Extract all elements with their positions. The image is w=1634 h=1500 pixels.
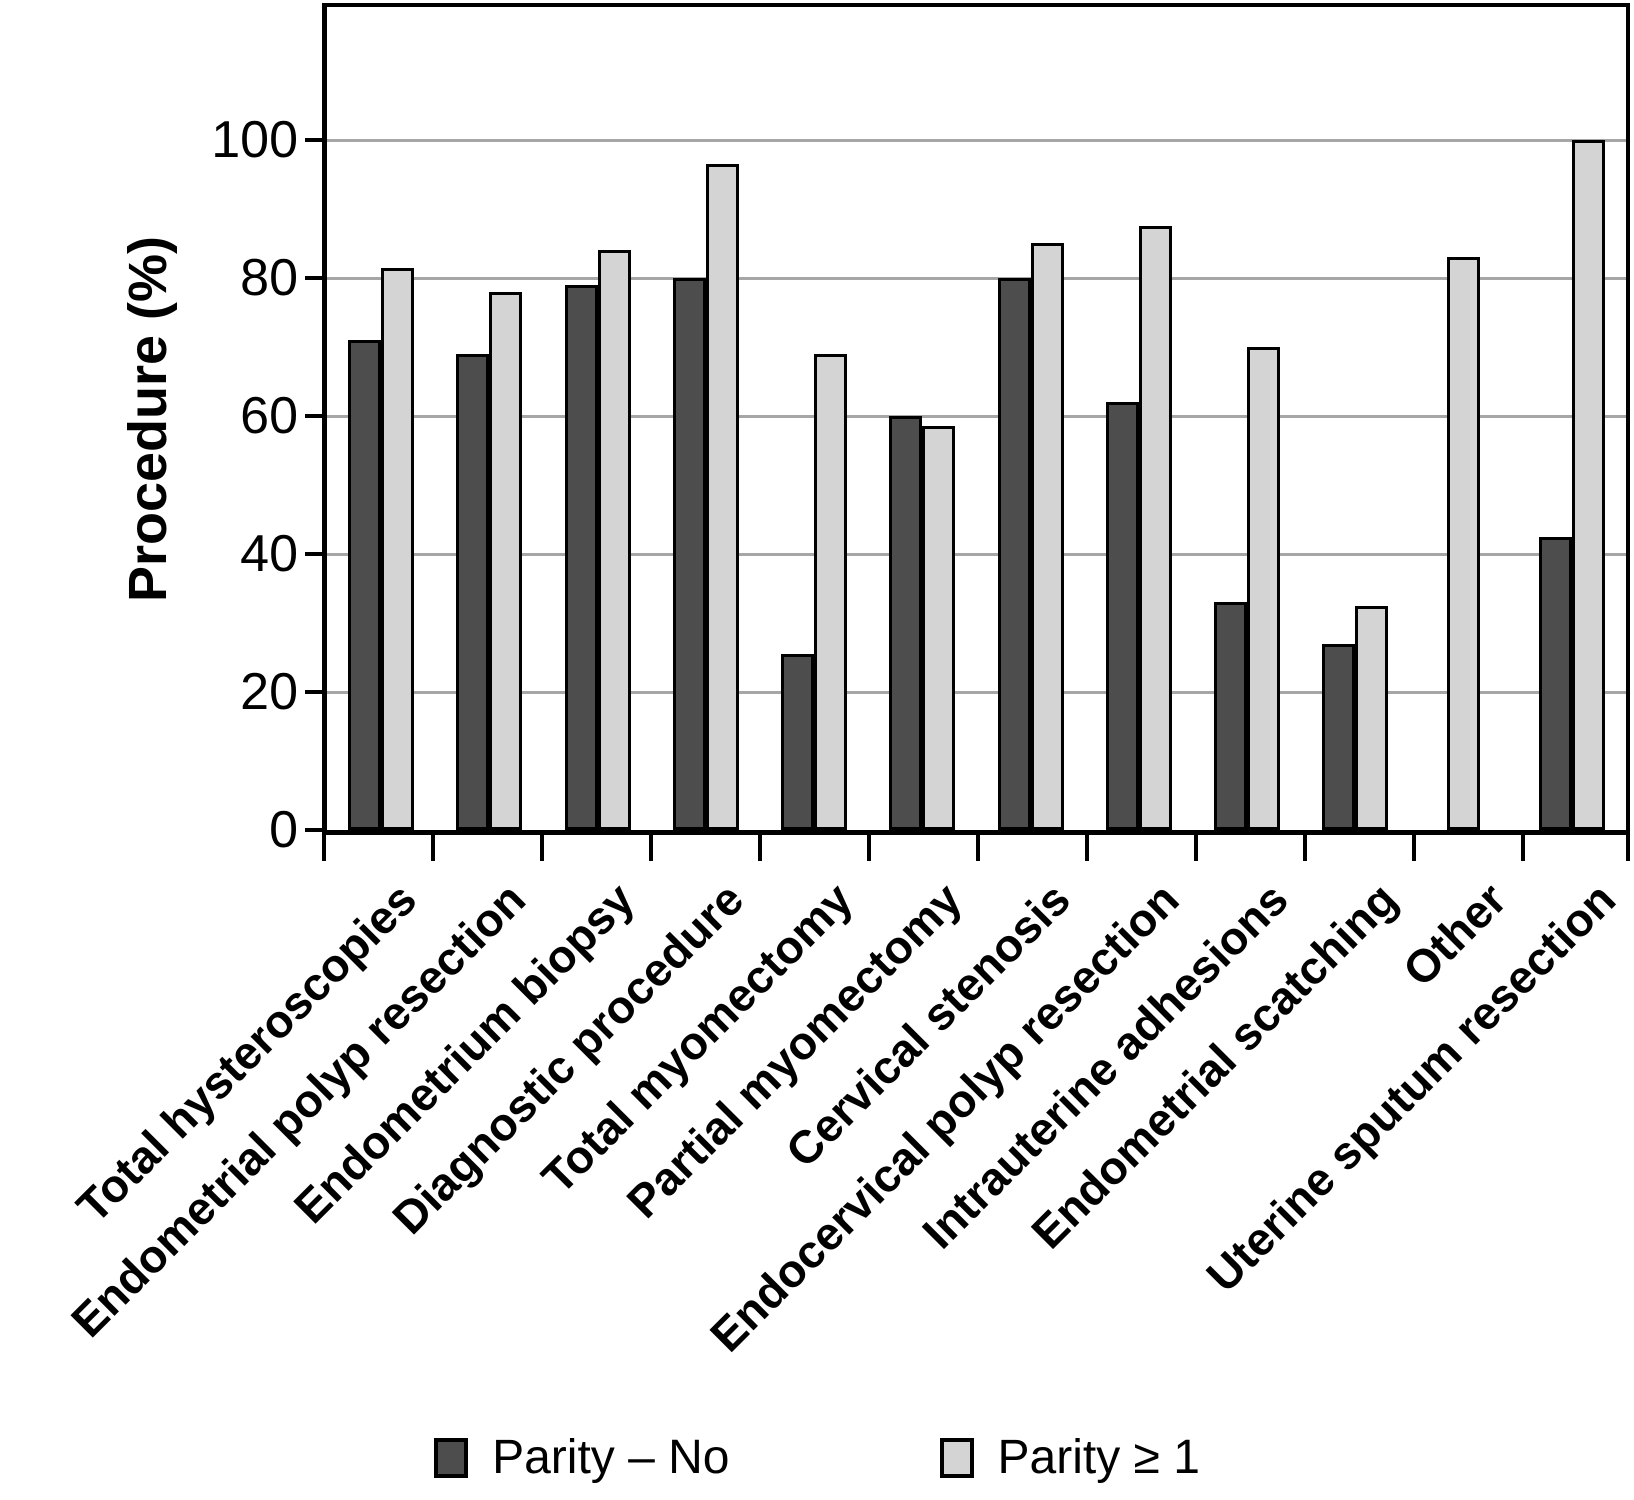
bar-series-0 (1105, 402, 1139, 830)
y-tick-mark-40 (305, 552, 322, 556)
y-tick-mark-60 (305, 414, 322, 418)
bar-series-1 (1447, 257, 1481, 830)
bar-series-1 (814, 354, 848, 830)
y-tick-label-0: 0 (269, 801, 298, 859)
y-tick-mark-0 (305, 828, 322, 832)
bar-series-0 (1214, 602, 1248, 830)
x-tick-mark-9 (1303, 835, 1307, 861)
bar-series-0 (1322, 644, 1356, 830)
legend-item-parity-ge-1: Parity ≥ 1 (939, 1431, 1200, 1484)
y-tick-label-60: 60 (240, 387, 298, 445)
y-tick-mark-100 (305, 138, 322, 142)
x-tick-mark-2 (540, 835, 544, 861)
bar-group (327, 7, 435, 830)
legend-label-parity-ge-1: Parity ≥ 1 (997, 1431, 1200, 1484)
bar-group (1410, 7, 1518, 830)
bar-series-1 (922, 426, 956, 830)
x-tick-mark-10 (1412, 835, 1416, 861)
y-tick-label-80: 80 (240, 249, 298, 307)
bar-series-1 (705, 164, 739, 830)
x-tick-mark-6 (976, 835, 980, 861)
bar-group (652, 7, 760, 830)
bar-series-1 (1355, 606, 1389, 830)
bar-group (544, 7, 652, 830)
legend-swatch-parity-ge-1 (939, 1438, 974, 1478)
bar-group (1518, 7, 1626, 830)
x-tick-mark-7 (1085, 835, 1089, 861)
bar-groups (327, 7, 1626, 830)
y-tick-label-20: 20 (240, 663, 298, 721)
legend-swatch-parity-no (434, 1438, 469, 1478)
gridline-80 (327, 276, 1626, 280)
bar-series-0 (348, 340, 382, 830)
bar-series-0 (456, 354, 490, 830)
x-tick-mark-11 (1521, 835, 1525, 861)
y-tick-label-100: 100 (211, 111, 298, 169)
y-tick-mark-80 (305, 276, 322, 280)
bar-group (1301, 7, 1409, 830)
y-tick-label-40: 40 (240, 525, 298, 583)
bar-series-1 (1138, 226, 1172, 830)
plot-inner (327, 7, 1626, 830)
bar-group (1193, 7, 1301, 830)
bar-group (760, 7, 868, 830)
bar-group (868, 7, 976, 830)
bar-series-0 (781, 654, 815, 830)
x-tick-mark-4 (758, 835, 762, 861)
x-tick-mark-3 (649, 835, 653, 861)
legend-item-parity-no: Parity – No (434, 1431, 730, 1484)
x-tick-mark-0 (322, 835, 326, 861)
legend: Parity – No Parity ≥ 1 (0, 1432, 1634, 1484)
bar-series-1 (597, 250, 631, 830)
gridline-20 (327, 690, 1626, 694)
x-tick-mark-8 (1194, 835, 1198, 861)
bar-series-0 (672, 278, 706, 830)
legend-label-parity-no: Parity – No (492, 1431, 730, 1484)
bar-series-0 (564, 285, 598, 830)
gridline-100 (327, 138, 1626, 142)
bar-series-0 (1538, 537, 1572, 830)
plot-area (322, 3, 1630, 835)
bar-group (977, 7, 1085, 830)
x-tick-mark-1 (431, 835, 435, 861)
gridline-40 (327, 552, 1626, 556)
bar-group (435, 7, 543, 830)
gridline-60 (327, 414, 1626, 418)
x-tick-mark-12 (1626, 835, 1630, 861)
bar-series-1 (1247, 347, 1281, 830)
bar-group (1085, 7, 1193, 830)
bar-series-1 (1030, 243, 1064, 830)
x-tick-mark-5 (867, 835, 871, 861)
y-tick-mark-20 (305, 690, 322, 694)
bar-series-0 (997, 278, 1031, 830)
x-category-label: Endometrial polyp resection (60, 872, 535, 1347)
bar-series-1 (489, 292, 523, 830)
bar-series-0 (889, 416, 923, 830)
bar-series-1 (381, 268, 415, 830)
bar-series-1 (1571, 140, 1605, 830)
